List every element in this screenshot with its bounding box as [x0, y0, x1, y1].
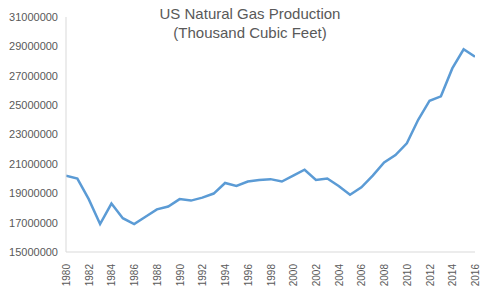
svg-text:1996: 1996 [243, 264, 254, 287]
svg-text:2012: 2012 [425, 264, 436, 287]
svg-text:15000000: 15000000 [9, 246, 58, 258]
svg-text:2014: 2014 [447, 264, 458, 287]
svg-text:17000000: 17000000 [9, 217, 58, 229]
svg-text:25000000: 25000000 [9, 99, 58, 111]
svg-text:2004: 2004 [334, 264, 345, 287]
svg-text:1994: 1994 [220, 264, 231, 287]
html-text:US Natural Gas Production: US Natural Gas Production [159, 5, 341, 22]
svg-text:1998: 1998 [266, 264, 277, 287]
svg-text:2008: 2008 [379, 264, 390, 287]
html-text:(Thousand Cubic Feet): (Thousand Cubic Feet) [173, 24, 327, 41]
svg-text:1982: 1982 [84, 264, 95, 287]
svg-text:23000000: 23000000 [9, 128, 58, 140]
svg-text:21000000: 21000000 [9, 158, 58, 170]
svg-text:27000000: 27000000 [9, 70, 58, 82]
svg-text:19000000: 19000000 [9, 187, 58, 199]
svg-text:1988: 1988 [152, 264, 163, 287]
svg-text:1990: 1990 [175, 264, 186, 287]
svg-text:1992: 1992 [197, 264, 208, 287]
svg-text:2016: 2016 [470, 264, 479, 287]
svg-text:2002: 2002 [311, 264, 322, 287]
svg-text:29000000: 29000000 [9, 40, 58, 52]
svg-text:1984: 1984 [106, 264, 117, 287]
svg-text:1986: 1986 [129, 264, 140, 287]
svg-text:2000: 2000 [288, 264, 299, 287]
svg-text:2010: 2010 [402, 264, 413, 287]
svg-text:31000000: 31000000 [9, 11, 58, 23]
svg-text:2006: 2006 [356, 264, 367, 287]
svg-text:1980: 1980 [61, 264, 72, 287]
